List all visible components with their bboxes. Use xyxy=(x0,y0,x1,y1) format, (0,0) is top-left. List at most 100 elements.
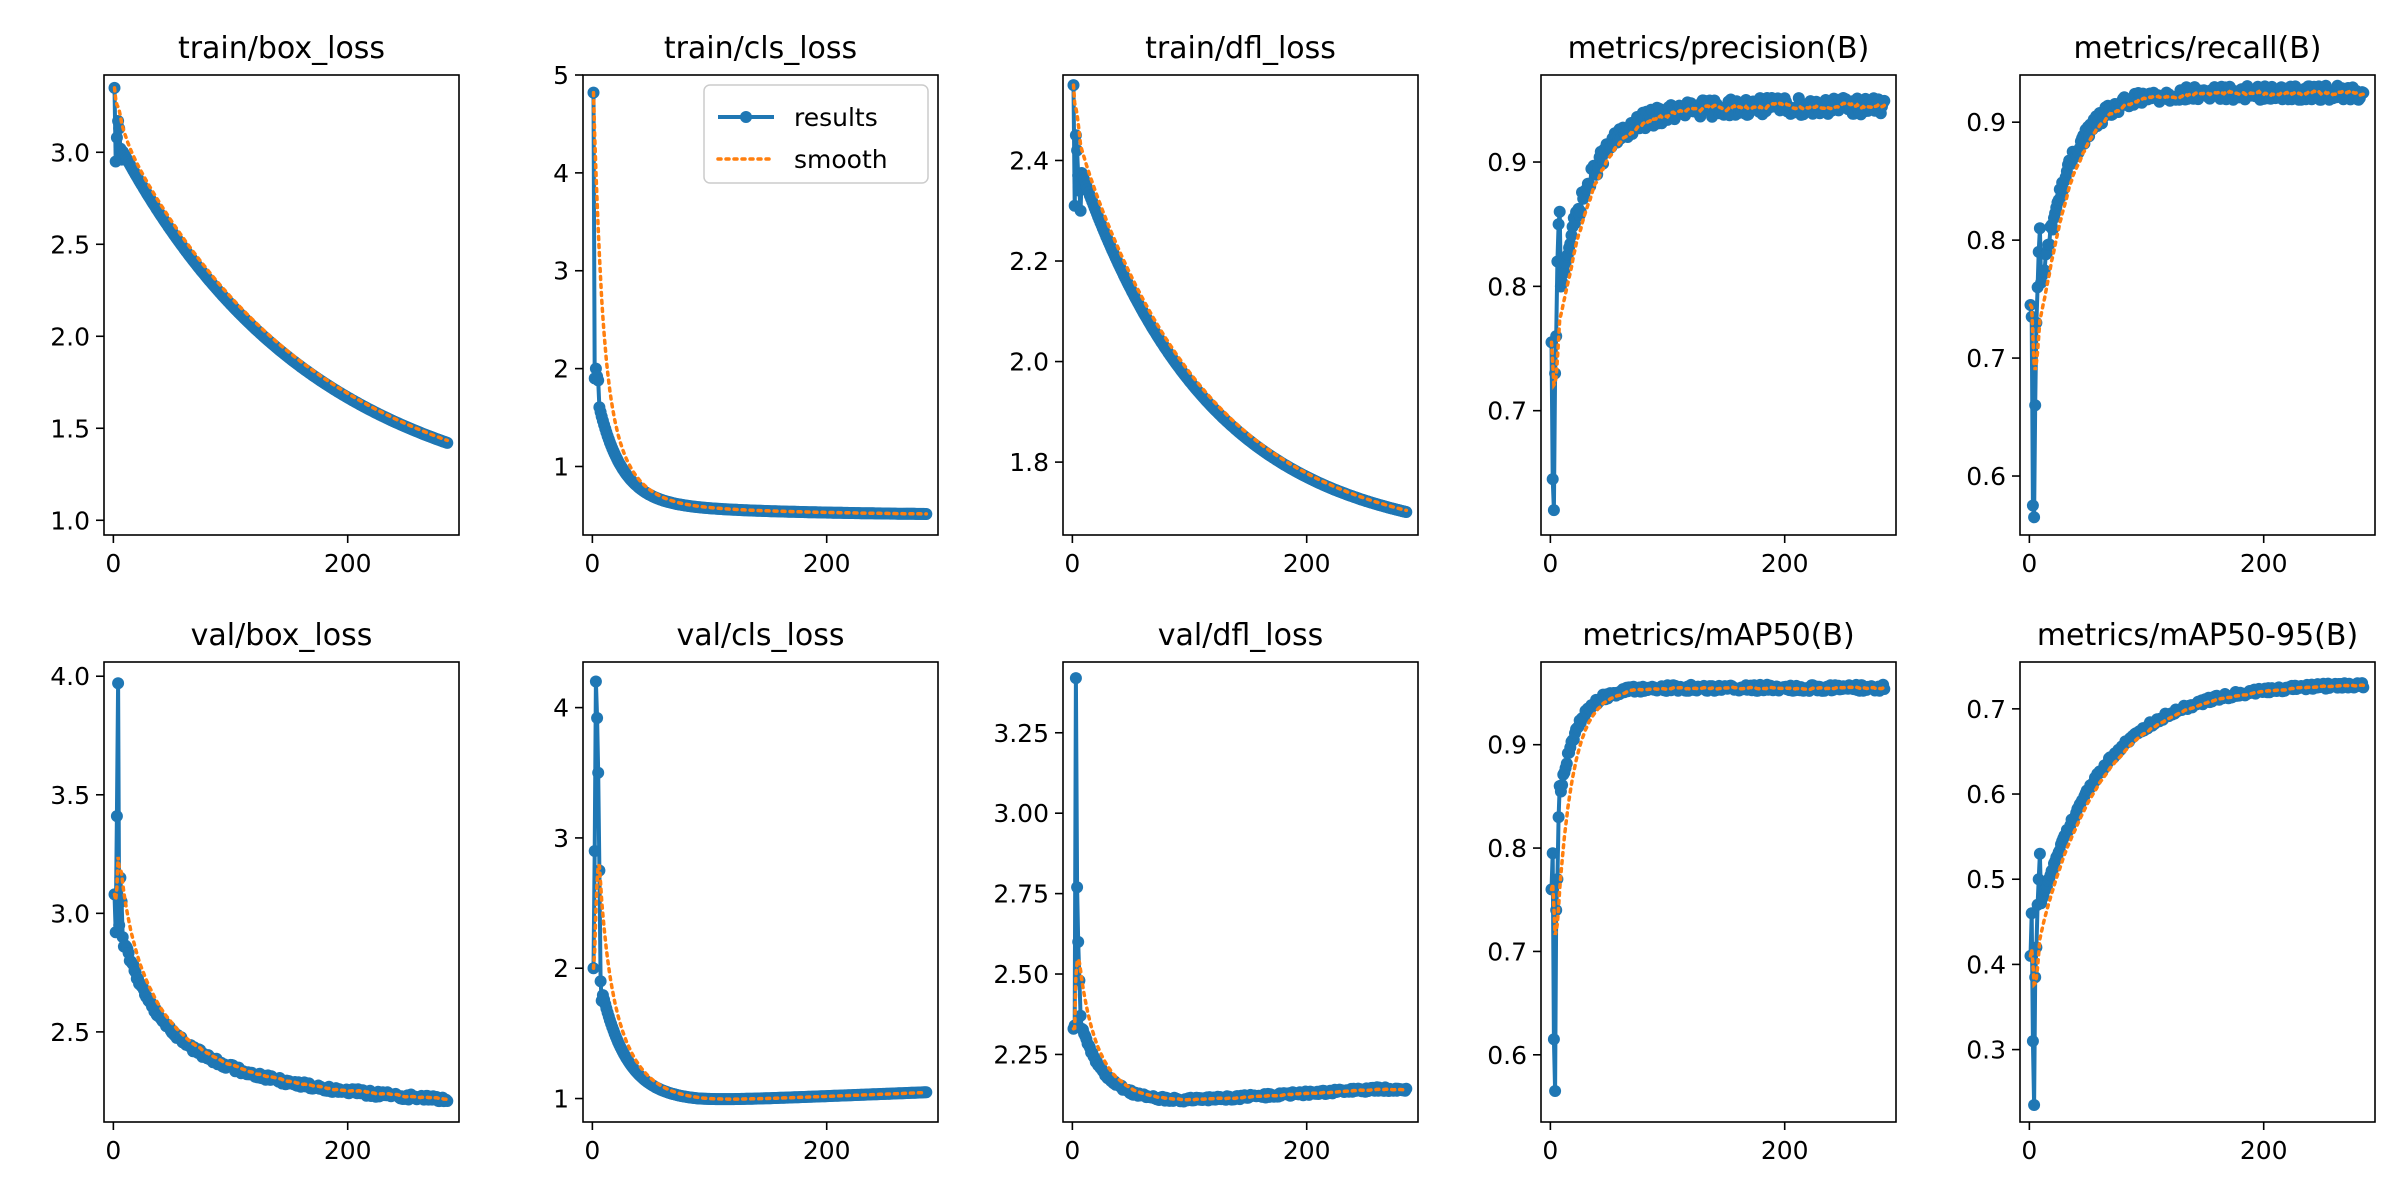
plot-area xyxy=(587,675,933,1106)
data-point xyxy=(1074,204,1087,217)
subplot-title: metrics/precision(B) xyxy=(1568,31,1870,66)
x-tick-label: 200 xyxy=(1283,549,1331,578)
x-tick-label: 0 xyxy=(105,549,121,578)
axes-frame xyxy=(2019,74,2376,536)
x-tick-label: 0 xyxy=(1542,1136,1558,1165)
x-tick-label: 0 xyxy=(105,1136,121,1165)
x-tick-label: 0 xyxy=(584,549,600,578)
data-point xyxy=(591,712,604,724)
axes-frame xyxy=(1062,74,1419,536)
x-tick-label: 0 xyxy=(2021,1136,2037,1165)
y-tick-label: 2.4 xyxy=(1009,146,1049,175)
data-point xyxy=(1547,1033,1560,1046)
data-point xyxy=(1400,1082,1413,1095)
y-tick-label: 4 xyxy=(553,694,569,723)
axes-frame xyxy=(103,74,460,536)
series-line-smooth xyxy=(1071,83,1409,513)
y-tick-label: 2.5 xyxy=(50,230,90,259)
legend-label-smooth: smooth xyxy=(794,145,888,174)
data-point xyxy=(2033,222,2046,235)
y-tick-label: 3.25 xyxy=(993,719,1049,748)
y-tick-label: 2.25 xyxy=(993,1040,1049,1069)
y-tick-label: 0.7 xyxy=(1487,397,1527,426)
subplot-title: metrics/mAP50(B) xyxy=(1582,618,1854,653)
data-point xyxy=(112,677,125,690)
data-point xyxy=(110,131,123,144)
y-tick-label: 1.8 xyxy=(1009,448,1049,477)
x-tick-label: 200 xyxy=(2240,1136,2288,1165)
series-line-smooth xyxy=(1071,954,1409,1102)
subplot-5: metrics/recall(B) 0 200 0.6 0.7 0.8 0.9 xyxy=(1966,31,2376,578)
subplot-4: metrics/precision(B) 0 200 0.7 0.8 0.9 xyxy=(1487,31,1897,578)
data-point xyxy=(2026,1035,2039,1048)
plot-area xyxy=(1067,79,1413,518)
series-line-smooth xyxy=(591,90,929,516)
data-point xyxy=(113,919,126,932)
data-point xyxy=(2357,681,2370,694)
y-tick-label: 3.5 xyxy=(50,781,90,810)
y-tick-label: 2.75 xyxy=(993,880,1049,909)
data-point xyxy=(1552,811,1565,824)
data-point xyxy=(2029,399,2042,412)
data-point xyxy=(592,766,605,779)
data-point xyxy=(2033,847,2046,860)
plot-area xyxy=(108,81,454,449)
series-line-smooth xyxy=(112,856,450,1102)
axes-frame xyxy=(2019,661,2376,1123)
subplot-title: val/box_loss xyxy=(191,618,373,653)
series-line-smooth xyxy=(1549,685,1887,936)
series-line-smooth xyxy=(2028,89,2366,371)
subplot-6: val/box_loss 0 200 2.5 3.0 3.5 4.0 xyxy=(50,618,460,1165)
y-tick-label: 2.5 xyxy=(50,1018,90,1047)
plot-area xyxy=(2024,79,2370,524)
data-point xyxy=(2057,183,2070,196)
plot-area xyxy=(1545,92,1891,517)
data-point xyxy=(1694,110,1707,123)
data-point xyxy=(2038,264,2051,277)
data-point xyxy=(589,675,602,688)
subplot-title: train/box_loss xyxy=(178,31,385,66)
subplot-title: train/dfl_loss xyxy=(1145,31,1336,66)
data-point xyxy=(1556,276,1569,289)
y-tick-label: 0.9 xyxy=(1487,731,1527,760)
y-tick-label: 0.6 xyxy=(1966,462,2006,491)
subplot-9: metrics/mAP50(B) 0 200 0.6 0.7 0.8 0.9 xyxy=(1487,618,1897,1165)
data-point xyxy=(2032,873,2045,886)
data-point xyxy=(2028,511,2041,524)
data-point xyxy=(2025,907,2038,920)
data-point xyxy=(588,845,601,857)
y-tick-label: 0.7 xyxy=(1966,344,2006,373)
subplot-title: train/cls_loss xyxy=(664,31,857,66)
data-point xyxy=(1071,881,1084,894)
y-tick-label: 2.50 xyxy=(993,960,1049,989)
y-tick-label: 0.7 xyxy=(1487,937,1527,966)
series-line-smooth xyxy=(2028,683,2366,989)
y-tick-label: 4.0 xyxy=(50,662,90,691)
data-point xyxy=(2043,238,2056,251)
data-point xyxy=(2028,1099,2041,1111)
y-tick-label: 0.7 xyxy=(1966,695,2006,724)
x-tick-label: 200 xyxy=(1761,1136,1809,1165)
data-point xyxy=(594,975,607,988)
y-tick-label: 1 xyxy=(553,1085,569,1114)
subplot-3: train/dfl_loss 0 200 1.8 2.0 2.2 2.4 xyxy=(1009,31,1419,578)
y-tick-label: 0.8 xyxy=(1487,834,1527,863)
axes-frame xyxy=(1062,661,1419,1123)
x-tick-label: 200 xyxy=(324,1136,372,1165)
y-tick-label: 0.5 xyxy=(1966,865,2006,894)
plot-area xyxy=(1545,678,1891,1097)
data-point xyxy=(1878,94,1891,107)
y-tick-label: 0.9 xyxy=(1487,148,1527,177)
x-tick-label: 200 xyxy=(803,549,851,578)
x-tick-label: 200 xyxy=(324,549,372,578)
axes-frame xyxy=(103,661,460,1123)
data-point xyxy=(1546,847,1559,860)
data-point xyxy=(592,374,605,387)
subplot-7: val/cls_loss 0 200 1 2 3 4 xyxy=(553,618,939,1165)
y-tick-label: 3.0 xyxy=(50,138,90,167)
data-point xyxy=(1878,683,1891,695)
data-point xyxy=(110,810,123,823)
legend-label-results: results xyxy=(794,103,878,132)
